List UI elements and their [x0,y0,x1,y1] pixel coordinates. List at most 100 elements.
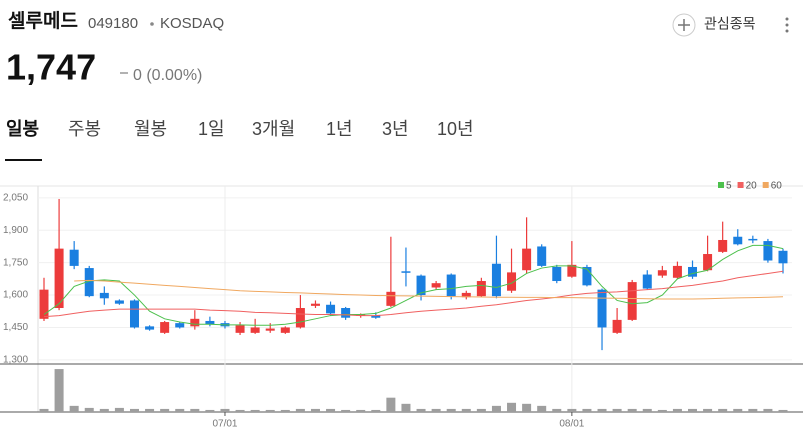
volume-bar [356,409,366,412]
volume-bar [250,409,260,412]
candle-body [688,266,698,277]
tab[interactable]: 3년 [382,119,409,139]
candle-body [627,282,637,320]
more-menu[interactable] [785,17,789,33]
candle-body [129,300,139,328]
candle-body [446,274,456,297]
volume-bar [672,408,682,412]
legend-label: 5 [726,181,732,192]
candle-body [567,264,577,277]
candle-body [295,308,305,328]
candle-body [54,248,64,309]
volume-bar [175,408,185,412]
candle-body [326,304,336,314]
volume-bar [386,397,396,412]
candle-body [341,308,351,318]
candle-body [99,292,109,299]
x-tick-label: 07/01 [212,419,237,430]
volume-bar [507,402,517,412]
chart: 1,300 1,450 1,600 1,750 1,900 2,050 07/01 08/01… [0,181,803,430]
candle-body [461,292,471,298]
tab[interactable]: 10년 [437,119,474,139]
volume-bar [778,409,788,412]
volume-bar [718,408,728,412]
candle-body [431,283,441,288]
x-tick-label: 08/01 [559,419,584,430]
volume-bar [567,408,577,412]
volume-bar [582,408,592,412]
volume-bar [627,408,637,412]
candle-body [401,271,411,273]
volume-bar [657,409,667,412]
candle-body [190,318,200,327]
watch-label: 관심종목 [704,16,756,32]
legend-label: 60 [771,181,783,192]
candle-body [265,328,275,331]
candle-body [235,325,245,333]
volume-bar [265,409,275,412]
candle-body [310,303,320,306]
tab[interactable]: 일봉 [6,119,39,139]
moving-average-line [74,279,784,300]
volume-bar [69,405,79,412]
candle-body [703,254,713,271]
candle-body [160,322,170,333]
moving-average-line [43,244,784,326]
candle-body [416,275,426,296]
candle-body [205,320,215,325]
volume-bar [190,408,200,412]
candle-body [748,238,758,241]
legend-swatch [737,182,744,188]
volume-bar [84,407,94,412]
tab[interactable]: 1일 [198,119,225,139]
moving-average-line [43,270,784,318]
candle-body [114,300,124,304]
candle-body [491,263,501,297]
tab[interactable]: 3개월 [252,119,295,139]
volume-bar [129,408,139,412]
separator [150,22,154,26]
y-tick-label: 1,750 [3,257,28,268]
volume-bar [235,409,245,412]
candle-body [522,248,532,271]
volume-bar [220,408,230,412]
volume-bar [145,408,155,412]
legend-label: 20 [746,181,758,192]
volume-bar [446,408,456,412]
price-change: 0 (0.00%) [133,67,202,84]
candle-body [507,272,517,291]
stock-name: 셀루메드 [8,10,78,32]
volume-bar [39,408,49,412]
candle-body [250,327,260,333]
stock-code: 049180 [88,15,138,32]
period-tabs: 일봉 주봉 월봉 1일 3개월 1년 3년 10년 [6,119,474,139]
tab[interactable]: 월봉 [134,119,167,139]
volume-bar [522,403,532,412]
volume-bar [703,408,713,412]
volume-bar [612,408,622,412]
volume-bar [491,405,501,412]
volume-bar [54,369,64,412]
legend-swatch [718,182,724,188]
tab[interactable]: 1년 [326,119,353,139]
candle-body [582,266,592,286]
candle-body [371,315,381,318]
volume-bar [688,408,698,412]
tab[interactable]: 주봉 [68,119,101,139]
volume-bar [748,408,758,412]
volume-bar [295,408,305,412]
volume-bar [341,409,351,412]
y-tick-label: 1,900 [3,225,28,236]
candle-body [778,250,788,264]
candle-body [597,289,607,328]
volume-bar [476,408,486,412]
volume-bar [326,408,336,412]
candle-body [763,241,773,261]
candle-body [69,249,79,266]
candle-body [145,326,155,330]
volume-bar [371,409,381,412]
watch-button[interactable]: 관심종목 [672,13,756,37]
y-tick-label: 1,300 [3,354,28,365]
